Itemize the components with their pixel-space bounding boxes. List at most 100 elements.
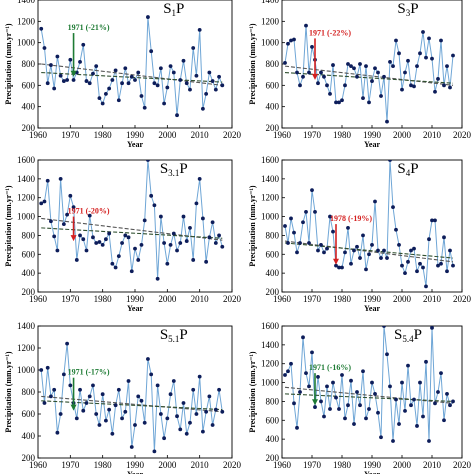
y-tick-label: 800 — [22, 387, 36, 397]
data-point — [197, 27, 202, 32]
data-point — [292, 230, 296, 235]
data-point — [430, 218, 434, 223]
plot-area — [39, 341, 225, 454]
trend-line — [41, 400, 223, 411]
data-point — [364, 267, 368, 272]
data-point — [379, 94, 383, 98]
x-tick-label: 2020 — [453, 460, 472, 470]
x-tick-label: 1960 — [273, 294, 292, 304]
data-point — [165, 261, 170, 266]
data-point — [379, 256, 383, 260]
data-point — [346, 225, 350, 230]
data-point — [319, 399, 323, 404]
data-point — [162, 436, 167, 441]
x-tick-label: 1960 — [29, 460, 48, 470]
data-point — [355, 390, 359, 394]
data-point — [448, 403, 452, 408]
data-point — [394, 38, 398, 43]
data-point — [361, 369, 365, 374]
data-point — [415, 64, 419, 69]
x-tick-label: 1980 — [94, 460, 113, 470]
data-point — [385, 256, 389, 260]
data-point — [158, 412, 163, 416]
y-tick-label: 200 — [22, 287, 36, 297]
data-point — [370, 380, 374, 385]
series-line — [40, 160, 223, 279]
data-point — [415, 269, 419, 274]
data-point — [424, 359, 428, 364]
data-point — [217, 74, 221, 79]
data-point — [289, 216, 293, 221]
data-point — [155, 276, 160, 281]
data-point — [448, 85, 452, 90]
data-point — [146, 357, 150, 361]
data-point — [391, 205, 395, 210]
data-point — [100, 392, 105, 397]
data-point — [331, 380, 335, 385]
y-tick-label: 1000 — [17, 212, 36, 222]
data-point — [120, 241, 124, 245]
data-point — [373, 199, 377, 204]
data-point — [71, 205, 76, 210]
chart-panel-4: 1960 1970 1980 1990 2000 2010 2020 200 400 600 800… — [248, 155, 472, 313]
data-point — [295, 425, 299, 430]
data-point — [385, 352, 389, 357]
data-point — [175, 113, 179, 118]
series-line — [284, 160, 454, 287]
data-point — [331, 229, 335, 234]
y-tick-label: 1000 — [261, 212, 280, 222]
data-point — [52, 86, 57, 91]
data-point — [65, 78, 69, 82]
chart-panel-5: 1960 1970 1980 1990 2000 2010 2020 200 400 600 800… — [4, 321, 242, 474]
data-point — [158, 214, 163, 219]
data-point — [316, 81, 320, 86]
data-point — [113, 68, 118, 73]
x-tick-label: 1960 — [273, 130, 292, 140]
data-point — [445, 269, 449, 274]
data-point — [87, 213, 92, 218]
data-point — [97, 240, 102, 244]
y-tick-label: 1400 — [261, 174, 280, 184]
x-tick-label: 1970 — [61, 294, 80, 304]
data-point — [436, 390, 440, 394]
data-point — [292, 401, 296, 406]
data-point — [331, 63, 335, 67]
data-point — [286, 241, 290, 245]
data-point — [178, 427, 183, 432]
y-axis-label: Precipitation (mm.yr⁻¹) — [248, 23, 257, 104]
x-tick-label: 1970 — [303, 130, 322, 140]
data-point — [220, 83, 225, 88]
data-point — [162, 241, 167, 245]
data-point — [289, 38, 293, 43]
data-point — [191, 46, 196, 50]
data-point — [45, 365, 50, 370]
data-point — [448, 248, 452, 253]
data-point — [313, 405, 317, 409]
data-point — [204, 409, 209, 414]
data-point — [307, 241, 311, 245]
trend-line — [284, 242, 454, 259]
y-axis-label: Precipitation (mm.yr⁻¹) — [4, 185, 13, 266]
trend-line — [284, 393, 454, 402]
y-tick-label: 800 — [266, 230, 280, 240]
data-point — [97, 423, 102, 427]
y-tick-label: 1000 — [17, 38, 36, 48]
data-point — [129, 269, 134, 274]
data-point — [139, 242, 144, 247]
data-point — [427, 36, 431, 41]
data-point — [343, 83, 347, 88]
y-tick-label: 200 — [266, 287, 280, 297]
data-point — [55, 248, 60, 253]
data-point — [68, 193, 73, 198]
data-point — [301, 74, 305, 79]
x-tick-label: 2000 — [393, 460, 412, 470]
y-tick-label: 600 — [266, 249, 280, 259]
data-point — [78, 59, 82, 64]
data-point — [207, 70, 212, 75]
y-tick-label: 400 — [266, 102, 280, 112]
data-point — [322, 74, 326, 79]
data-point — [152, 449, 157, 454]
data-point — [136, 258, 141, 262]
x-tick-label: 2010 — [191, 294, 210, 304]
data-point — [168, 242, 173, 247]
